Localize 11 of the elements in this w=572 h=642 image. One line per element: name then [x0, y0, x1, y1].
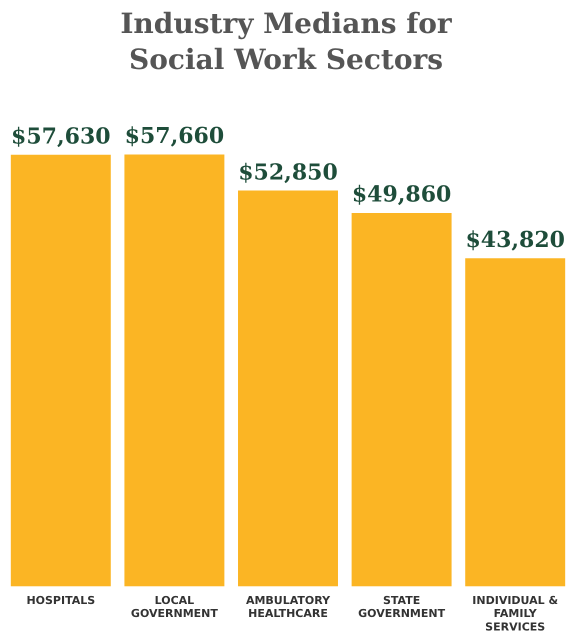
x-tick-label: HOSPITALS — [26, 594, 96, 607]
x-tick-label: INDIVIDUAL & FAMILY SERVICES — [472, 594, 558, 634]
x-tick-label: STATE GOVERNMENT — [358, 594, 446, 620]
data-label: $57,630 — [11, 123, 111, 150]
data-label: $57,660 — [124, 123, 224, 150]
x-tick-label: LOCAL GOVERNMENT — [130, 594, 218, 620]
x-tick-label: AMBULATORY HEALTHCARE — [246, 594, 332, 620]
data-label: $43,820 — [465, 226, 565, 253]
data-label: $49,860 — [352, 182, 452, 208]
data-label: $52,850 — [238, 159, 338, 186]
chart-title: Industry Medians for Social Work Sectors — [119, 6, 453, 78]
